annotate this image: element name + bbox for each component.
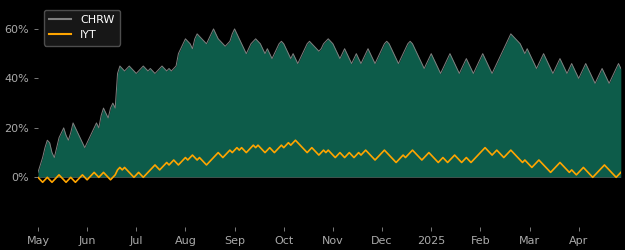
Legend: CHRW, IYT: CHRW, IYT	[44, 10, 120, 46]
